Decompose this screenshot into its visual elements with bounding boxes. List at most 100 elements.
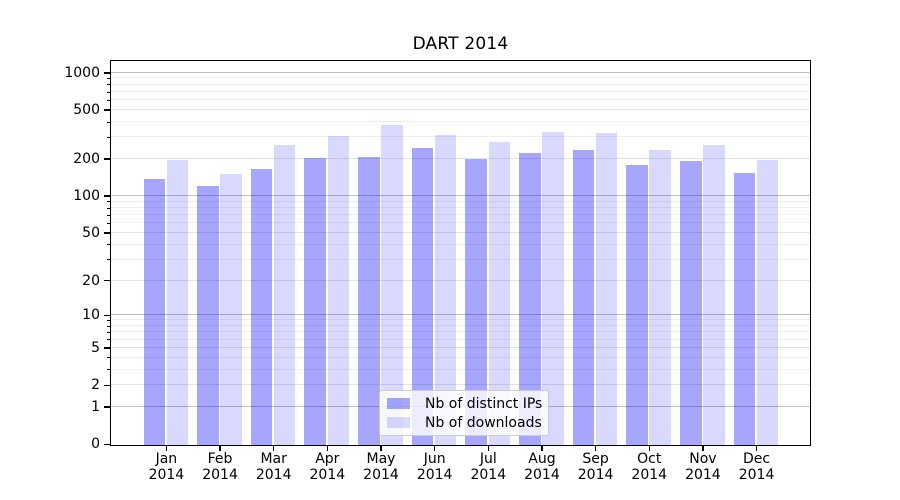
y-tick-label-50: 50 xyxy=(82,224,100,241)
x-tick-label-apr: Apr 2014 xyxy=(295,451,359,483)
x-tick-mark-oct xyxy=(648,446,650,451)
y-tick-mark-10 xyxy=(104,314,110,317)
gridline-y-800 xyxy=(111,83,810,85)
x-tick-year: 2014 xyxy=(577,467,614,483)
x-tick-label-feb: Feb 2014 xyxy=(188,451,252,483)
x-tick-label-nov: Nov 2014 xyxy=(671,451,735,483)
gridline-y-80 xyxy=(111,206,810,208)
x-tick-year: 2014 xyxy=(202,467,238,483)
bar-downloads-may xyxy=(381,124,403,445)
gridline-y-6 xyxy=(111,338,810,340)
y-tick-label-100: 100 xyxy=(73,188,100,205)
x-tick-label-jul: Jul 2014 xyxy=(456,451,520,483)
x-tick-label-jun: Jun 2014 xyxy=(403,451,467,483)
x-tick-year: 2014 xyxy=(148,467,185,483)
gridline-y-500 xyxy=(111,108,810,110)
y-tick-mark-1000 xyxy=(104,72,110,74)
gridline-y-1000 xyxy=(111,71,810,73)
y-minor-tick-mark-6 xyxy=(106,339,110,341)
x-tick-mark-feb xyxy=(219,446,221,451)
x-tick-label-jan: Jan 2014 xyxy=(134,451,198,483)
y-minor-tick-mark-9 xyxy=(106,320,110,322)
chart-title: DART 2014 xyxy=(412,34,509,54)
bar-downloads-jan xyxy=(166,160,189,445)
gridline-y-900 xyxy=(111,77,810,79)
y-minor-tick-mark-400 xyxy=(106,121,110,123)
y-minor-tick-mark-900 xyxy=(106,78,110,79)
x-tick-year: 2014 xyxy=(738,467,775,483)
x-tick-month: Aug xyxy=(528,451,556,467)
gridline-y-3 xyxy=(111,368,810,370)
y-tick-label-2: 2 xyxy=(91,377,100,394)
y-minor-tick-mark-40 xyxy=(106,244,110,246)
gridline-y-7 xyxy=(111,331,810,333)
gridline-y-20 xyxy=(111,279,810,281)
legend-swatch-downloads xyxy=(387,417,410,428)
bar-distinct-ips-dec xyxy=(733,173,756,445)
bar-distinct-ips-jan xyxy=(143,178,165,445)
gridline-y-200 xyxy=(111,158,810,160)
x-tick-mark-aug xyxy=(541,446,543,451)
bar-downloads-jul xyxy=(488,142,510,445)
x-tick-label-aug: Aug 2014 xyxy=(510,451,574,483)
y-tick-label-20: 20 xyxy=(82,272,100,289)
legend-row-distinct-ips: Nb of distinct IPs xyxy=(386,396,542,412)
y-tick-label-5: 5 xyxy=(91,340,100,357)
gridline-y-10 xyxy=(111,314,810,316)
x-tick-label-oct: Oct 2014 xyxy=(617,451,681,483)
y-tick-label-500: 500 xyxy=(73,102,100,119)
x-tick-month: Nov xyxy=(689,451,717,467)
x-tick-month: Dec xyxy=(743,451,771,467)
bar-distinct-ips-sep xyxy=(572,150,595,445)
gridline-y-70 xyxy=(111,214,810,216)
x-tick-month: Apr xyxy=(315,451,340,467)
y-minor-tick-mark-700 xyxy=(106,91,110,93)
y-minor-tick-mark-8 xyxy=(106,325,110,327)
x-tick-year: 2014 xyxy=(631,467,668,483)
x-tick-mark-mar xyxy=(272,446,275,451)
x-tick-month: Jun xyxy=(423,451,446,467)
gridline-y-600 xyxy=(111,99,810,101)
gridline-y-5 xyxy=(111,346,810,348)
bar-distinct-ips-oct xyxy=(626,165,648,445)
x-tick-mark-dec xyxy=(755,446,758,451)
bar-downloads-aug xyxy=(542,131,564,445)
bar-downloads-dec xyxy=(756,159,779,445)
x-tick-mark-apr xyxy=(326,446,329,451)
bar-downloads-sep xyxy=(595,132,618,445)
bar-downloads-jun xyxy=(434,134,457,445)
x-tick-label-mar: Mar 2014 xyxy=(242,451,306,483)
legend-swatch-distinct-ips xyxy=(387,398,410,409)
y-minor-tick-mark-800 xyxy=(106,84,110,86)
y-tick-label-10: 10 xyxy=(82,307,100,324)
gridline-y-2 xyxy=(111,384,810,386)
x-tick-year: 2014 xyxy=(363,467,399,483)
y-minor-tick-mark-60 xyxy=(106,222,110,224)
x-tick-year: 2014 xyxy=(524,467,560,483)
y-tick-label-1000: 1000 xyxy=(64,64,100,81)
y-minor-tick-mark-300 xyxy=(106,136,110,138)
y-tick-mark-100 xyxy=(104,195,110,197)
bar-downloads-apr xyxy=(327,136,350,445)
bar-distinct-ips-may xyxy=(358,156,380,445)
x-tick-year: 2014 xyxy=(470,467,507,483)
y-minor-tick-mark-80 xyxy=(106,207,110,209)
y-minor-tick-mark-30 xyxy=(106,259,110,261)
legend: Nb of distinct IPs Nb of downloads xyxy=(379,390,549,436)
x-tick-label-sep: Sep 2014 xyxy=(564,451,628,483)
x-tick-label-may: May 2014 xyxy=(349,451,413,483)
x-tick-year: 2014 xyxy=(255,467,292,483)
x-tick-mark-jun xyxy=(433,446,436,451)
plot-area xyxy=(110,60,811,446)
y-minor-tick-mark-3 xyxy=(106,369,110,371)
y-minor-tick-mark-600 xyxy=(106,99,110,101)
gridline-y-300 xyxy=(111,136,810,138)
x-tick-label-dec: Dec 2014 xyxy=(725,451,789,483)
y-tick-mark-200 xyxy=(104,158,110,160)
x-tick-month: Mar xyxy=(260,451,287,467)
gridline-y-90 xyxy=(111,200,810,202)
x-tick-mark-jul xyxy=(487,446,490,451)
y-minor-tick-mark-70 xyxy=(106,214,110,216)
bar-distinct-ips-aug xyxy=(519,152,541,445)
